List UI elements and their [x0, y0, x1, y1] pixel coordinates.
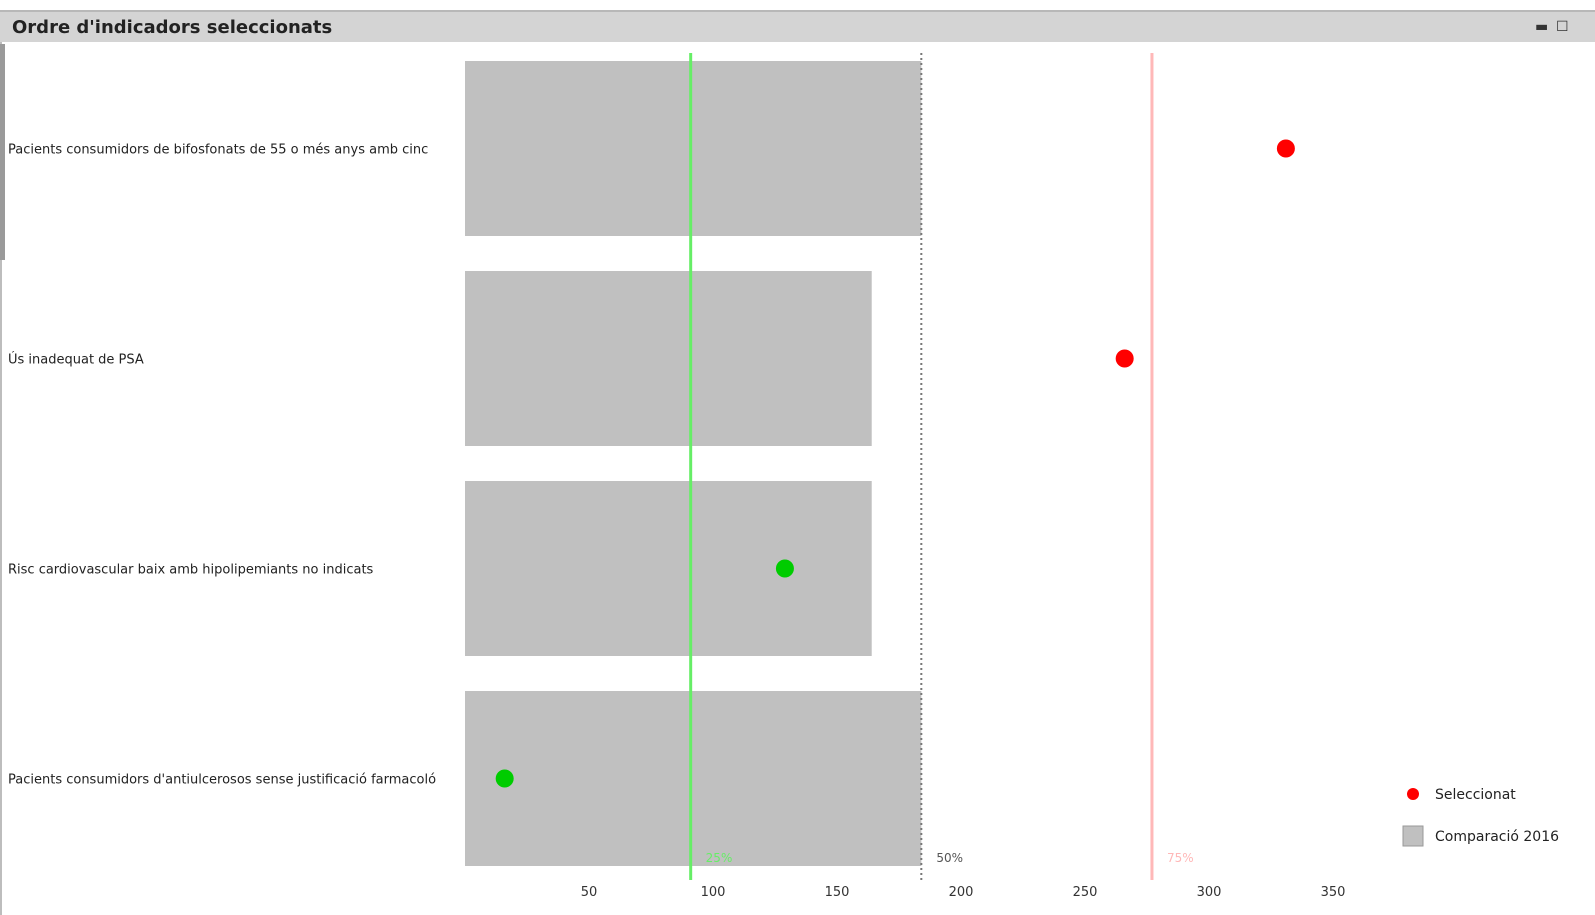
- maximize-icon[interactable]: ☐: [1556, 19, 1569, 35]
- window-top-edge: [0, 0, 1595, 10]
- panel-header: Ordre d'indicadors seleccionats ▬ ☐: [0, 10, 1595, 42]
- minimize-icon[interactable]: ▬: [1535, 19, 1549, 35]
- bar-comparacio-2016[interactable]: [465, 691, 922, 866]
- x-tick-label: 50: [581, 885, 598, 900]
- x-tick-label: 100: [701, 885, 726, 900]
- reference-line-label: 50%: [936, 851, 963, 865]
- bar-comparacio-2016[interactable]: [465, 271, 872, 446]
- legend-marker-seleccionat: [1407, 788, 1419, 800]
- category-label: Pacients consumidors de bifosfonats de 5…: [8, 143, 428, 158]
- point-seleccionat[interactable]: [495, 769, 514, 788]
- reference-line-label: 75%: [1167, 851, 1194, 865]
- panel-left-border: [0, 42, 2, 915]
- legend-marker-comparacio: [1402, 825, 1424, 847]
- point-seleccionat[interactable]: [1115, 349, 1134, 368]
- legend-label-seleccionat: Seleccionat: [1435, 787, 1516, 803]
- category-label: Ús inadequat de PSA: [8, 352, 144, 368]
- x-tick-label: 350: [1321, 885, 1346, 900]
- point-seleccionat[interactable]: [1276, 139, 1295, 158]
- legend-label-comparacio: Comparació 2016: [1435, 829, 1559, 845]
- indicator-chart: Pacients consumidors de bifosfonats de 5…: [8, 53, 1559, 900]
- x-tick-label: 300: [1197, 885, 1222, 900]
- vertical-scrollbar[interactable]: [0, 44, 5, 260]
- x-tick-label: 200: [949, 885, 974, 900]
- reference-line-label: 25%: [706, 851, 733, 865]
- panel-title: Ordre d'indicadors seleccionats: [12, 17, 333, 38]
- category-label: Pacients consumidors d'antiulcerosos sen…: [8, 773, 436, 788]
- x-tick-label: 150: [825, 885, 850, 900]
- x-tick-label: 250: [1073, 885, 1098, 900]
- category-label: Risc cardiovascular baix amb hipolipemia…: [8, 563, 374, 578]
- bar-comparacio-2016[interactable]: [465, 481, 872, 656]
- bar-comparacio-2016[interactable]: [465, 61, 922, 236]
- point-seleccionat[interactable]: [775, 559, 794, 578]
